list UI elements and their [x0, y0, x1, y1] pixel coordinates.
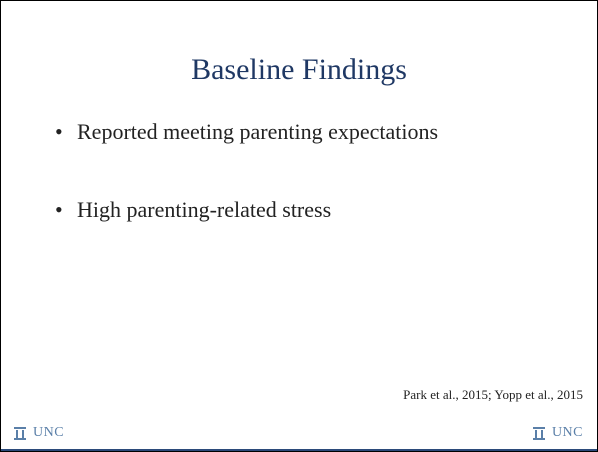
logo-text: UNC — [551, 425, 583, 440]
footer-logo: UNC — [532, 425, 583, 441]
citation: Park et al., 2015; Yopp et al., 2015 — [403, 387, 583, 402]
footer-bar — [1, 449, 597, 451]
bullet-list: • Reported meeting parenting expectations… — [55, 119, 438, 275]
bullet-text: Reported meeting parenting expectations — [77, 119, 439, 144]
logo-icon — [532, 426, 545, 440]
bullet: • High parenting-related stress — [55, 197, 332, 222]
footer-logo: UNC — [13, 425, 64, 441]
bullet: • Reported meeting parenting expectations — [55, 119, 439, 144]
logo-icon — [14, 426, 26, 440]
slide-title: Baseline Findings — [191, 53, 407, 86]
logo-text: UNC — [33, 425, 65, 440]
bullet-text: High parenting-related stress — [77, 197, 332, 222]
